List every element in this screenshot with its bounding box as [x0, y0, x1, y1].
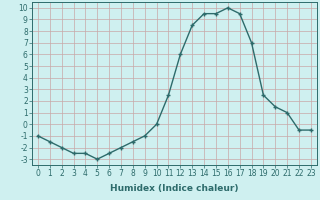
X-axis label: Humidex (Indice chaleur): Humidex (Indice chaleur): [110, 184, 239, 193]
